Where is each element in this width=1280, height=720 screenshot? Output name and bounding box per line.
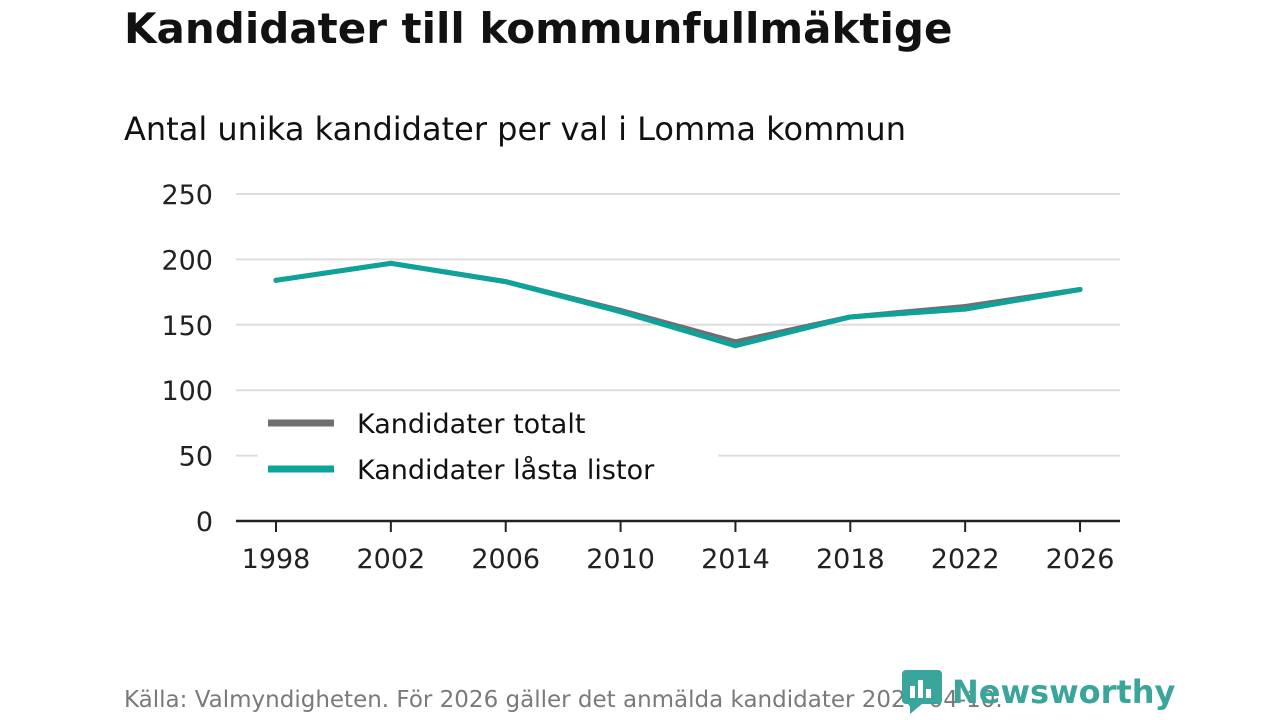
y-tick-label-50: 50: [179, 442, 213, 473]
x-tick-label-2026: 2026: [1046, 544, 1115, 575]
data-point-2-2026: [1077, 286, 1083, 292]
legend-label-1: Kandidater totalt: [357, 409, 585, 440]
brand-name: Newsworthy: [952, 673, 1176, 711]
y-tick-label-250: 250: [161, 180, 213, 211]
newsworthy-logo-icon: [902, 670, 942, 714]
x-tick-label-2006: 2006: [471, 544, 540, 575]
chart-subtitle: Antal unika kandidater per val i Lomma k…: [124, 110, 906, 148]
data-point-2-2018: [847, 314, 853, 320]
brand-logo: Newsworthy: [902, 670, 1175, 714]
series-line-2: [273, 260, 1083, 349]
y-tick-label-150: 150: [161, 311, 213, 342]
data-point-2-2002: [388, 260, 394, 266]
y-tick-label-200: 200: [161, 245, 213, 276]
x-tick-label-1998: 1998: [242, 544, 311, 575]
y-tick-label-0: 0: [196, 507, 213, 538]
x-tick-label-2018: 2018: [816, 544, 885, 575]
source-note: Källa: Valmyndigheten. För 2026 gäller d…: [124, 687, 1003, 713]
data-point-2-2014: [732, 343, 738, 349]
data-point-2-1998: [273, 277, 279, 283]
x-tick-label-2002: 2002: [357, 544, 426, 575]
data-point-2-2010: [618, 309, 624, 315]
x-tick-label-2014: 2014: [701, 544, 770, 575]
chart-title: Kandidater till kommunfullmäktige: [124, 4, 953, 53]
y-tick-label-100: 100: [161, 376, 213, 407]
legend-box: [258, 400, 718, 498]
data-point-2-2006: [503, 279, 509, 285]
legend-label-2: Kandidater låsta listor: [357, 455, 655, 486]
x-tick-label-2022: 2022: [931, 544, 1000, 575]
x-tick-label-2010: 2010: [586, 544, 655, 575]
data-point-2-2022: [962, 306, 968, 312]
